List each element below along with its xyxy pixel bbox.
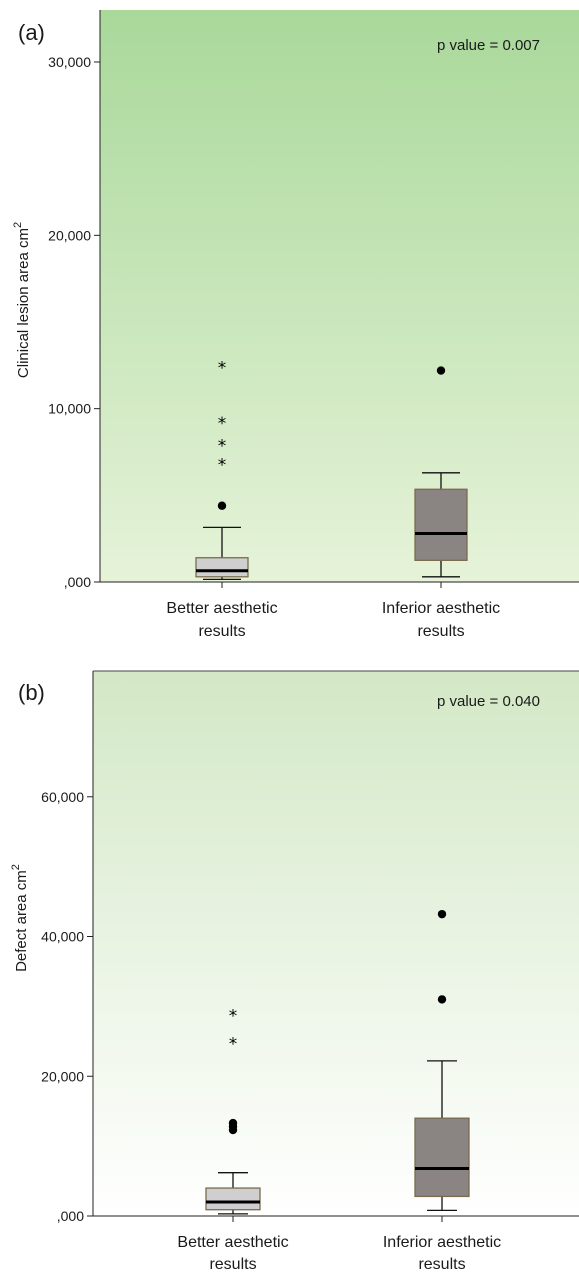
x-category-label: results: [209, 1256, 256, 1273]
y-tick-label: 20,000: [41, 1068, 84, 1084]
box-body: [414, 488, 468, 561]
outlier-point: [437, 995, 447, 1004]
plot-background: [93, 671, 579, 1216]
p-value-annotation: p value = 0.040: [437, 693, 540, 710]
x-category-label: Better aesthetic: [177, 1234, 288, 1251]
outlier-point: [228, 1118, 238, 1128]
box-body: [414, 1117, 470, 1198]
p-value-annotation: p value = 0.007: [437, 37, 540, 54]
y-tick-label: 30,000: [48, 54, 91, 70]
panel-label: (a): [18, 20, 45, 45]
box-better: **: [205, 1006, 261, 1215]
box-body: [205, 1187, 261, 1211]
outlier-point: [437, 909, 447, 919]
y-tick-label: 60,000: [41, 789, 84, 805]
chart-panel-b: ,000 20,000 40,000 60,000 Defect area cm2 (b)…: [10, 670, 579, 1273]
x-category-label: Better aesthetic: [166, 600, 277, 617]
extreme-outlier-star: *: [218, 414, 227, 434]
outlier-point: [217, 501, 227, 510]
y-axis-title-superscript: 2: [10, 864, 22, 870]
extreme-outlier-star: *: [218, 358, 227, 378]
box-body: [195, 557, 249, 578]
panel-label: (b): [18, 680, 45, 705]
y-tick-label: 20,000: [48, 227, 91, 243]
box-inferior: [414, 909, 470, 1212]
chart-panel-a: ,000 10,000 20,000 30,000 Clinical lesion ar…: [12, 10, 579, 640]
x-category-label: results: [198, 623, 245, 640]
y-axis-title-superscript: 2: [12, 222, 24, 228]
extreme-outlier-star: *: [218, 436, 227, 456]
y-tick-label: ,000: [57, 1208, 84, 1224]
x-category-label: results: [417, 623, 464, 640]
x-category-label: Inferior aesthetic: [382, 600, 500, 617]
outlier-point: [436, 366, 446, 375]
y-axis-title: Defect area cm2: [10, 864, 30, 972]
y-axis-title-text: Defect area cm: [13, 870, 30, 972]
y-tick-label: 10,000: [48, 401, 91, 417]
box-inferior: [414, 366, 468, 578]
extreme-outlier-star: *: [229, 1006, 238, 1026]
y-axis-title: Clinical lesion area cm2: [12, 222, 32, 378]
plot-background: [100, 10, 579, 582]
extreme-outlier-star: *: [218, 455, 227, 475]
extreme-outlier-star: *: [229, 1034, 238, 1054]
box-better: ****: [195, 358, 249, 581]
y-axis-title-text: Clinical lesion area cm: [15, 228, 32, 378]
y-tick-label: 40,000: [41, 929, 84, 945]
y-tick-label: ,000: [64, 574, 91, 590]
x-category-label: Inferior aesthetic: [383, 1234, 501, 1251]
x-category-label: results: [418, 1256, 465, 1273]
